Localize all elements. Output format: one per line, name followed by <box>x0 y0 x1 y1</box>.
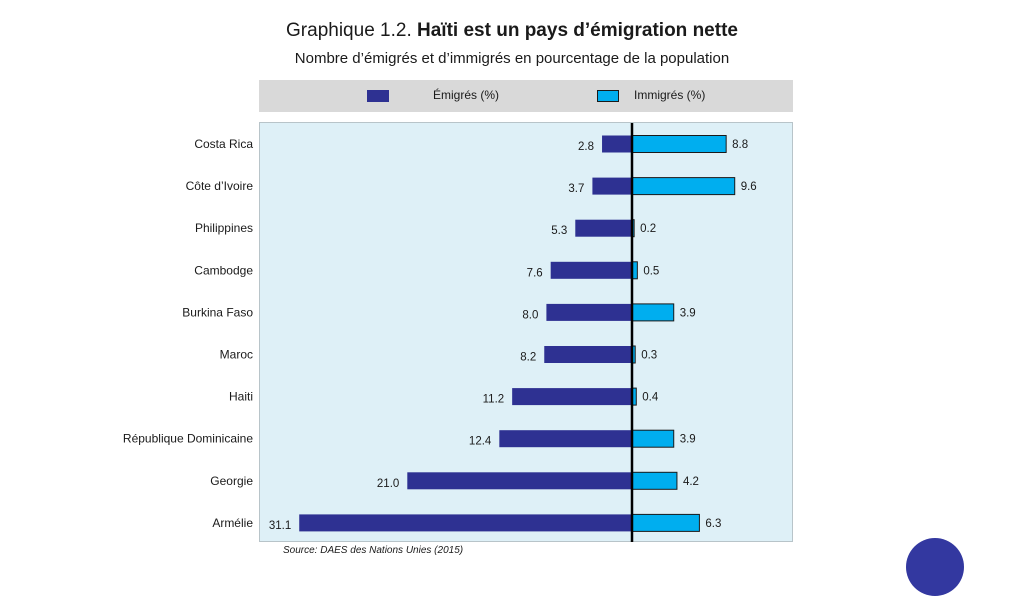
value-label-emigres-burkina-faso: 8.0 <box>522 309 538 321</box>
value-label-immigres-costa-rica: 8.8 <box>732 139 748 151</box>
value-label-immigres-cambodge: 0.5 <box>643 265 659 277</box>
value-label-emigres-armelie: 31.1 <box>269 520 291 532</box>
category-label-georgie: Georgie <box>210 474 253 488</box>
legend-label-emigres: Émigrés (%) <box>433 88 500 102</box>
category-label-maroc: Maroc <box>220 348 253 362</box>
value-label-emigres-haiti: 11.2 <box>483 394 505 406</box>
bar-immigres-cote-d-ivoire <box>631 177 736 196</box>
value-label-immigres-philippines: 0.2 <box>640 223 656 235</box>
bar-immigres-burkina-faso <box>631 303 675 322</box>
category-label-costa-rica: Costa Rica <box>194 137 253 151</box>
bar-emigres-cambodge <box>550 261 632 279</box>
decorative-circle <box>906 538 964 596</box>
value-label-immigres-burkina-faso: 3.9 <box>680 307 696 319</box>
value-label-immigres-georgie: 4.2 <box>683 476 699 488</box>
bar-emigres-haiti <box>512 388 632 406</box>
value-label-immigres-republique-dominicaine: 3.9 <box>680 434 696 446</box>
bar-emigres-cote-d-ivoire <box>592 177 632 195</box>
category-label-republique-dominicaine: République Dominicaine <box>123 432 253 446</box>
bar-immigres-georgie <box>631 471 678 490</box>
value-label-immigres-maroc: 0.3 <box>641 350 657 362</box>
bar-emigres-armelie <box>299 514 632 532</box>
bar-emigres-burkina-faso <box>546 303 632 321</box>
legend: Émigrés (%) Immigrés (%) <box>259 80 793 112</box>
legend-label-immigres: Immigrés (%) <box>634 88 706 102</box>
bar-emigres-georgie <box>407 472 632 490</box>
value-label-immigres-armelie: 6.3 <box>705 518 721 530</box>
bar-emigres-republique-dominicaine <box>499 430 632 448</box>
category-label-armelie: Armélie <box>212 516 253 530</box>
value-label-emigres-republique-dominicaine: 12.4 <box>469 436 492 448</box>
bar-immigres-costa-rica <box>631 135 727 153</box>
category-label-burkina-faso: Burkina Faso <box>182 305 253 319</box>
category-label-cambodge: Cambodge <box>194 263 253 277</box>
title-bold: Haïti est un pays d’émigration nette <box>417 20 738 41</box>
bar-emigres-maroc <box>544 346 632 363</box>
bar-chart: Costa Rica 2.8 8.8 Côte d’Ivoire 3.7 9.6 Phili… <box>123 123 757 542</box>
value-label-immigres-cote-d-ivoire: 9.6 <box>741 181 757 193</box>
value-label-emigres-philippines: 5.3 <box>551 225 567 237</box>
source-note: Source: DAES des Nations Unies (2015) <box>283 545 464 556</box>
value-label-emigres-cote-d-ivoire: 3.7 <box>568 183 584 195</box>
legend-swatch-emigres <box>367 90 389 102</box>
value-label-immigres-haiti: 0.4 <box>642 392 659 404</box>
category-label-philippines: Philippines <box>195 221 253 235</box>
bar-emigres-philippines <box>575 219 632 237</box>
value-label-emigres-costa-rica: 2.8 <box>578 141 594 153</box>
bar-emigres-costa-rica <box>602 135 632 153</box>
value-label-emigres-georgie: 21.0 <box>377 478 399 490</box>
value-label-emigres-maroc: 8.2 <box>520 352 536 364</box>
value-label-emigres-cambodge: 7.6 <box>527 267 543 279</box>
category-label-haiti: Haiti <box>229 390 253 404</box>
bar-immigres-republique-dominicaine <box>631 429 675 448</box>
legend-swatch-immigres <box>597 90 619 102</box>
chart-title: Graphique 1.2. Haïti est un pays d’émigr… <box>0 20 1024 42</box>
chart-subtitle: Nombre d’émigrés et d’immigrés en pource… <box>294 50 730 67</box>
title-prefix: Graphique 1.2. <box>286 20 412 41</box>
bar-immigres-armelie <box>631 513 700 532</box>
category-label-cote-d-ivoire: Côte d’Ivoire <box>186 179 254 193</box>
